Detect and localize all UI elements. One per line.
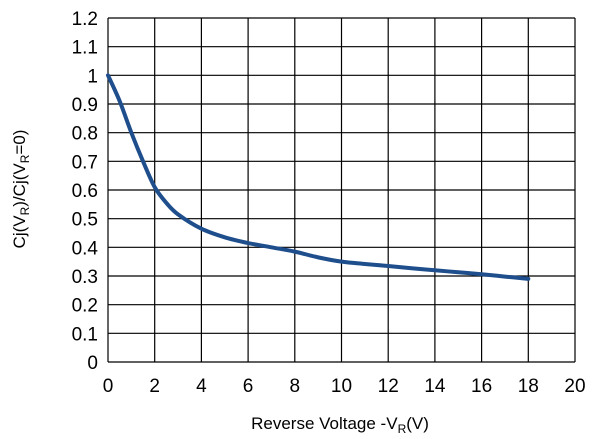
y-axis-title-part-1: Cj(V — [10, 215, 29, 249]
x-tick-label: 6 — [243, 376, 254, 397]
x-tick-label: 0 — [103, 376, 114, 397]
grid — [107, 17, 576, 363]
y-axis-title-part-2: )/Cj(V — [10, 163, 29, 207]
x-tick-label: 16 — [471, 376, 492, 397]
y-axis-title: Cj(VR)/Cj(VR=0) — [10, 130, 32, 249]
y-tick-label: 0.9 — [72, 95, 98, 116]
x-axis-title-unit: (V) — [406, 414, 429, 433]
series-line-0 — [106, 73, 531, 281]
y-tick-label: 0 — [87, 353, 98, 374]
y-axis-title-subscript-2: R — [18, 154, 32, 163]
y-tick-label: 0.8 — [72, 124, 98, 145]
x-axis-tick-labels: 0 2 4 6 8 10 12 14 16 18 20 — [103, 376, 586, 397]
y-axis-title-part-3: =0) — [10, 130, 29, 155]
y-tick-label: 0.1 — [72, 324, 98, 345]
y-tick-label: 1 — [87, 66, 98, 87]
x-tick-label: 8 — [290, 376, 301, 397]
y-tick-label: 0.4 — [72, 238, 99, 259]
x-axis-title: Reverse Voltage -VR(V) — [251, 414, 429, 436]
y-tick-label: 0.2 — [72, 296, 98, 317]
x-tick-label: 18 — [518, 376, 539, 397]
y-axis-title-subscript-1: R — [18, 206, 32, 215]
x-tick-label: 14 — [424, 376, 446, 397]
x-tick-label: 10 — [331, 376, 352, 397]
y-tick-label: 1.1 — [72, 38, 98, 59]
y-axis-tick-labels: 0 0.1 0.2 0.3 0.4 0.5 0.6 0.7 0.8 0.9 1 1.1 1.2 — [72, 9, 99, 374]
x-axis-title-main: Reverse Voltage -V — [251, 414, 398, 433]
y-tick-label: 0.6 — [72, 181, 98, 202]
x-tick-label: 2 — [149, 376, 160, 397]
x-axis-title-subscript: R — [398, 422, 407, 436]
y-tick-label: 0.7 — [72, 152, 98, 173]
y-tick-label: 1.2 — [72, 9, 98, 30]
x-tick-label: 4 — [196, 376, 207, 397]
x-tick-label: 20 — [564, 376, 585, 397]
x-tick-label: 12 — [378, 376, 399, 397]
y-tick-label: 0.5 — [72, 210, 98, 231]
series-group — [106, 73, 531, 281]
y-tick-label: 0.3 — [72, 267, 98, 288]
